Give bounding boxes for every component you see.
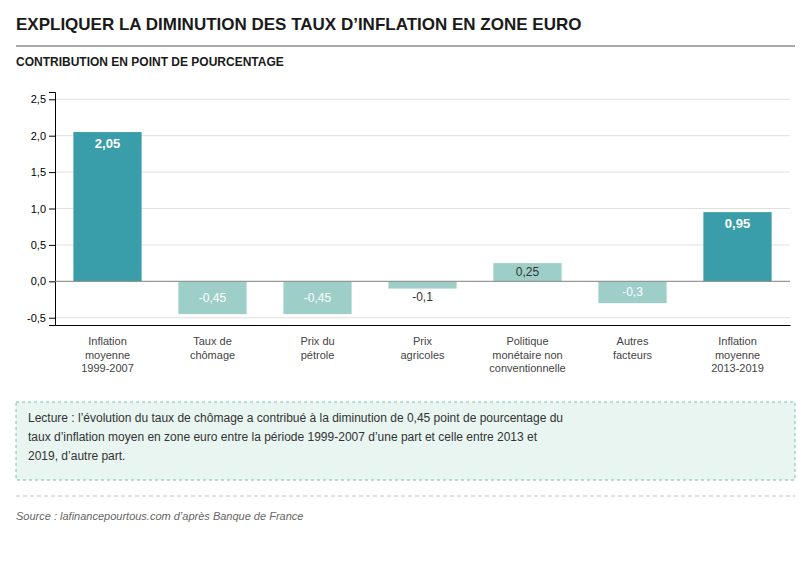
bar bbox=[598, 281, 666, 303]
separator bbox=[16, 45, 795, 46]
grid-line bbox=[55, 317, 790, 318]
tick-label: 2,5 bbox=[31, 93, 46, 105]
tick: 2,0 bbox=[31, 130, 55, 142]
tick-label-line: moyenne bbox=[85, 349, 130, 361]
axis-line bbox=[49, 93, 56, 326]
note-box bbox=[16, 402, 795, 480]
tick-label: Taux de chômage bbox=[190, 335, 235, 361]
tick: 2,5 bbox=[31, 93, 55, 105]
axis-line bbox=[56, 325, 791, 326]
tick: Taux de chômage bbox=[190, 335, 235, 361]
data-label: 0,25 bbox=[516, 265, 540, 279]
tick: Prix du pétrole bbox=[300, 335, 334, 361]
note-line: 2019, d’autre part. bbox=[28, 449, 125, 463]
tick: Prix agricoles bbox=[400, 335, 445, 361]
tick-label: 2,0 bbox=[31, 130, 46, 142]
title: EXPLIQUER LA DIMINUTION DES TAUX D’INFLA… bbox=[16, 15, 581, 34]
source: Source : lafinancepourtous.com d’après B… bbox=[16, 510, 303, 522]
data-labels: 2,05 -0,45 -0,45 -0,1 0,25 -0,3 0,95 bbox=[95, 136, 750, 305]
note: Lecture : l’évolution du taux de chômage… bbox=[28, 411, 563, 463]
tick-label-line: Taux de bbox=[193, 335, 232, 347]
grid-line bbox=[55, 208, 790, 209]
tick-label: 0,5 bbox=[31, 239, 46, 251]
tick-mark bbox=[49, 245, 55, 246]
tick-label: 0,0 bbox=[31, 275, 46, 287]
bar bbox=[388, 281, 456, 288]
tick-label-line: Prix bbox=[413, 335, 432, 347]
grid bbox=[55, 99, 790, 317]
subtitle: CONTRIBUTION EN POINT DE POURCENTAGE bbox=[16, 55, 284, 69]
bar bbox=[493, 263, 561, 281]
tick: Inflation moyenne2013-2019 bbox=[711, 335, 764, 375]
tick-label-line: Inflation bbox=[88, 335, 127, 347]
grid-line bbox=[55, 172, 790, 173]
y-axis: -0,5 0,0 0,5 1,0 1,5 2,0 2,5 bbox=[27, 93, 55, 326]
tick-label-line: 2013-2019 bbox=[711, 362, 764, 374]
data-label: 2,05 bbox=[95, 136, 120, 151]
tick-mark bbox=[49, 281, 55, 282]
data-label: -0,3 bbox=[622, 285, 643, 299]
tick-label-line: Autres bbox=[617, 335, 649, 347]
grid-line bbox=[55, 244, 790, 245]
tick-mark bbox=[49, 209, 55, 210]
chart: EXPLIQUER LA DIMINUTION DES TAUX D’INFLA… bbox=[0, 0, 811, 574]
tick-mark bbox=[49, 99, 55, 100]
tick-label-line: pétrole bbox=[301, 349, 335, 361]
bar bbox=[73, 132, 141, 281]
tick-label: Inflation moyenne1999-2007 bbox=[81, 335, 134, 375]
tick-label-line: moyenne bbox=[715, 349, 760, 361]
tick: 1,0 bbox=[31, 203, 55, 215]
separator bbox=[16, 496, 795, 497]
tick-label: Politique monétaire nonconventionnelle bbox=[489, 335, 565, 375]
tick: Inflation moyenne1999-2007 bbox=[81, 335, 134, 375]
tick-label-line: Inflation bbox=[718, 335, 757, 347]
grid-line bbox=[55, 135, 790, 136]
tick-label: -0,5 bbox=[27, 312, 46, 324]
tick-mark bbox=[49, 172, 55, 173]
x-axis: Inflationmoyenne1999-2007Taux dechômageP… bbox=[56, 326, 791, 375]
tick: 0,5 bbox=[31, 239, 55, 251]
tick-label-line: monétaire non bbox=[492, 349, 562, 361]
tick: 1,5 bbox=[31, 166, 55, 178]
tick-label: Inflation moyenne2013-2019 bbox=[711, 335, 764, 375]
data-label: -0,1 bbox=[412, 290, 433, 304]
tick-mark bbox=[49, 136, 55, 137]
tick: 0,0 bbox=[31, 275, 55, 287]
tick-label: 1,5 bbox=[31, 166, 46, 178]
grid-line bbox=[55, 281, 790, 282]
tick-label-line: chômage bbox=[190, 349, 235, 361]
tick-label: Autres facteurs bbox=[613, 335, 653, 361]
bar bbox=[283, 281, 351, 314]
data-label: -0,45 bbox=[199, 291, 227, 305]
zero-line bbox=[55, 281, 790, 282]
tick-label-line: agricoles bbox=[400, 349, 445, 361]
tick: Politique monétaire nonconventionnelle bbox=[489, 335, 565, 375]
tick-mark bbox=[49, 318, 55, 319]
note-line: Lecture : l’évolution du taux de chômage… bbox=[28, 411, 563, 425]
tick-label: Prix du pétrole bbox=[300, 335, 334, 361]
bar bbox=[178, 281, 246, 314]
bars bbox=[73, 132, 771, 314]
tick-label-line: Politique bbox=[506, 335, 548, 347]
data-label: -0,45 bbox=[304, 291, 332, 305]
tick-label: 1,0 bbox=[31, 203, 46, 215]
tick-label-line: 1999-2007 bbox=[81, 362, 134, 374]
tick-label-line: conventionnelle bbox=[489, 362, 565, 374]
grid-line bbox=[55, 99, 790, 100]
data-label: 0,95 bbox=[725, 216, 750, 231]
note-line: taux d’inflation moyen en zone euro entr… bbox=[28, 430, 538, 444]
bar bbox=[703, 212, 771, 281]
tick: -0,5 bbox=[27, 312, 55, 324]
tick-label-line: Prix du bbox=[300, 335, 334, 347]
tick-label-line: facteurs bbox=[613, 349, 653, 361]
tick-label: Prix agricoles bbox=[400, 335, 445, 361]
tick: Autres facteurs bbox=[613, 335, 653, 361]
